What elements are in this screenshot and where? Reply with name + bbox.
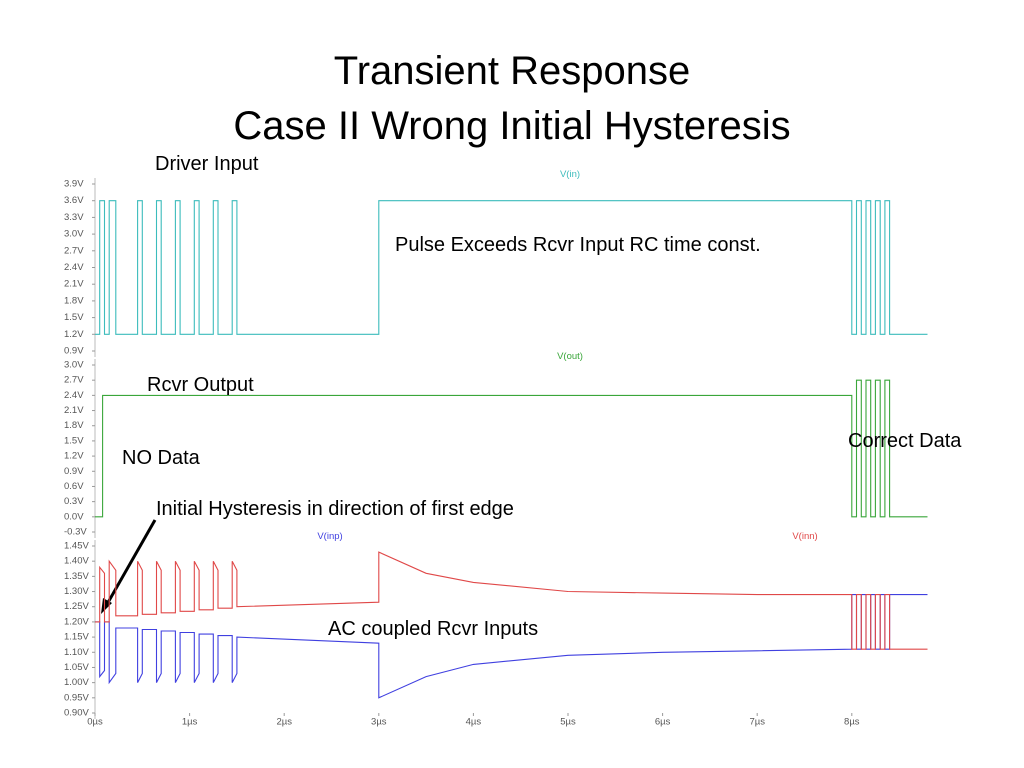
waveform — [95, 379, 928, 518]
annotation: Driver Input — [155, 153, 259, 175]
y-tick-label: 1.30V — [64, 586, 89, 597]
y-tick-label: 1.20V — [64, 616, 89, 627]
y-tick-label: 1.5V — [64, 312, 84, 323]
waveform — [95, 200, 928, 335]
y-tick-label: 0.3V — [64, 496, 84, 507]
y-tick-label: 1.8V — [64, 420, 84, 431]
y-tick-label: 1.00V — [64, 677, 89, 688]
y-tick-label: 1.25V — [64, 601, 89, 612]
y-tick-label: -0.3V — [64, 527, 87, 538]
annotation: Rcvr Output — [147, 374, 254, 396]
annotation: Initial Hysteresis in direction of first… — [156, 498, 514, 520]
legend-label: V(in) — [560, 169, 580, 180]
y-tick-label: 2.4V — [64, 262, 84, 273]
x-tick-label: 5µs — [560, 717, 576, 728]
y-tick-label: 1.2V — [64, 451, 84, 462]
title-line: Case II Wrong Initial Hysteresis — [233, 104, 790, 148]
y-tick-label: 3.0V — [64, 229, 84, 240]
y-tick-label: 1.05V — [64, 662, 89, 673]
y-tick-label: 1.5V — [64, 435, 84, 446]
x-tick-label: 2µs — [276, 717, 292, 728]
annotation: AC coupled Rcvr Inputs — [328, 618, 538, 640]
y-tick-label: 1.45V — [64, 541, 89, 552]
y-tick-label: 0.90V — [64, 708, 89, 719]
y-tick-label: 0.95V — [64, 692, 89, 703]
y-tick-label: 2.7V — [64, 375, 84, 386]
legend-label: V(inp) — [317, 531, 342, 542]
y-tick-label: 1.10V — [64, 647, 89, 658]
y-tick-label: 1.35V — [64, 571, 89, 582]
x-tick-label: 7µs — [749, 717, 765, 728]
y-tick-label: 0.9V — [64, 466, 84, 477]
y-tick-label: 0.6V — [64, 481, 84, 492]
y-tick-label: 2.1V — [64, 279, 84, 290]
y-tick-label: 1.8V — [64, 295, 84, 306]
waveform — [95, 594, 928, 699]
x-tick-label: 6µs — [655, 717, 671, 728]
y-tick-label: 3.6V — [64, 195, 84, 206]
y-tick-label: 1.2V — [64, 329, 84, 340]
y-tick-label: 1.15V — [64, 632, 89, 643]
annotation: Pulse Exceeds Rcvr Input RC time const. — [395, 234, 761, 256]
y-tick-label: 2.1V — [64, 405, 84, 416]
x-tick-label: 0µs — [87, 717, 103, 728]
title-line: Transient Response — [334, 49, 690, 93]
y-tick-label: 2.4V — [64, 390, 84, 401]
y-tick-label: 3.3V — [64, 212, 84, 223]
arrow-shaft — [104, 519, 157, 607]
x-tick-label: 8µs — [844, 717, 860, 728]
waveform — [95, 551, 928, 650]
y-tick-label: 0.0V — [64, 511, 84, 522]
y-tick-label: 2.7V — [64, 245, 84, 256]
annotation: Correct Data — [848, 430, 962, 452]
annotation: NO Data — [122, 447, 201, 469]
y-tick-label: 0.9V — [64, 346, 84, 357]
y-tick-label: 1.40V — [64, 556, 89, 567]
legend-label: V(out) — [557, 351, 583, 362]
y-tick-label: 3.0V — [64, 360, 84, 371]
x-tick-label: 3µs — [371, 717, 387, 728]
x-tick-label: 1µs — [182, 717, 198, 728]
y-tick-label: 3.9V — [64, 179, 84, 190]
x-tick-label: 4µs — [466, 717, 482, 728]
legend-label: V(inn) — [792, 531, 817, 542]
